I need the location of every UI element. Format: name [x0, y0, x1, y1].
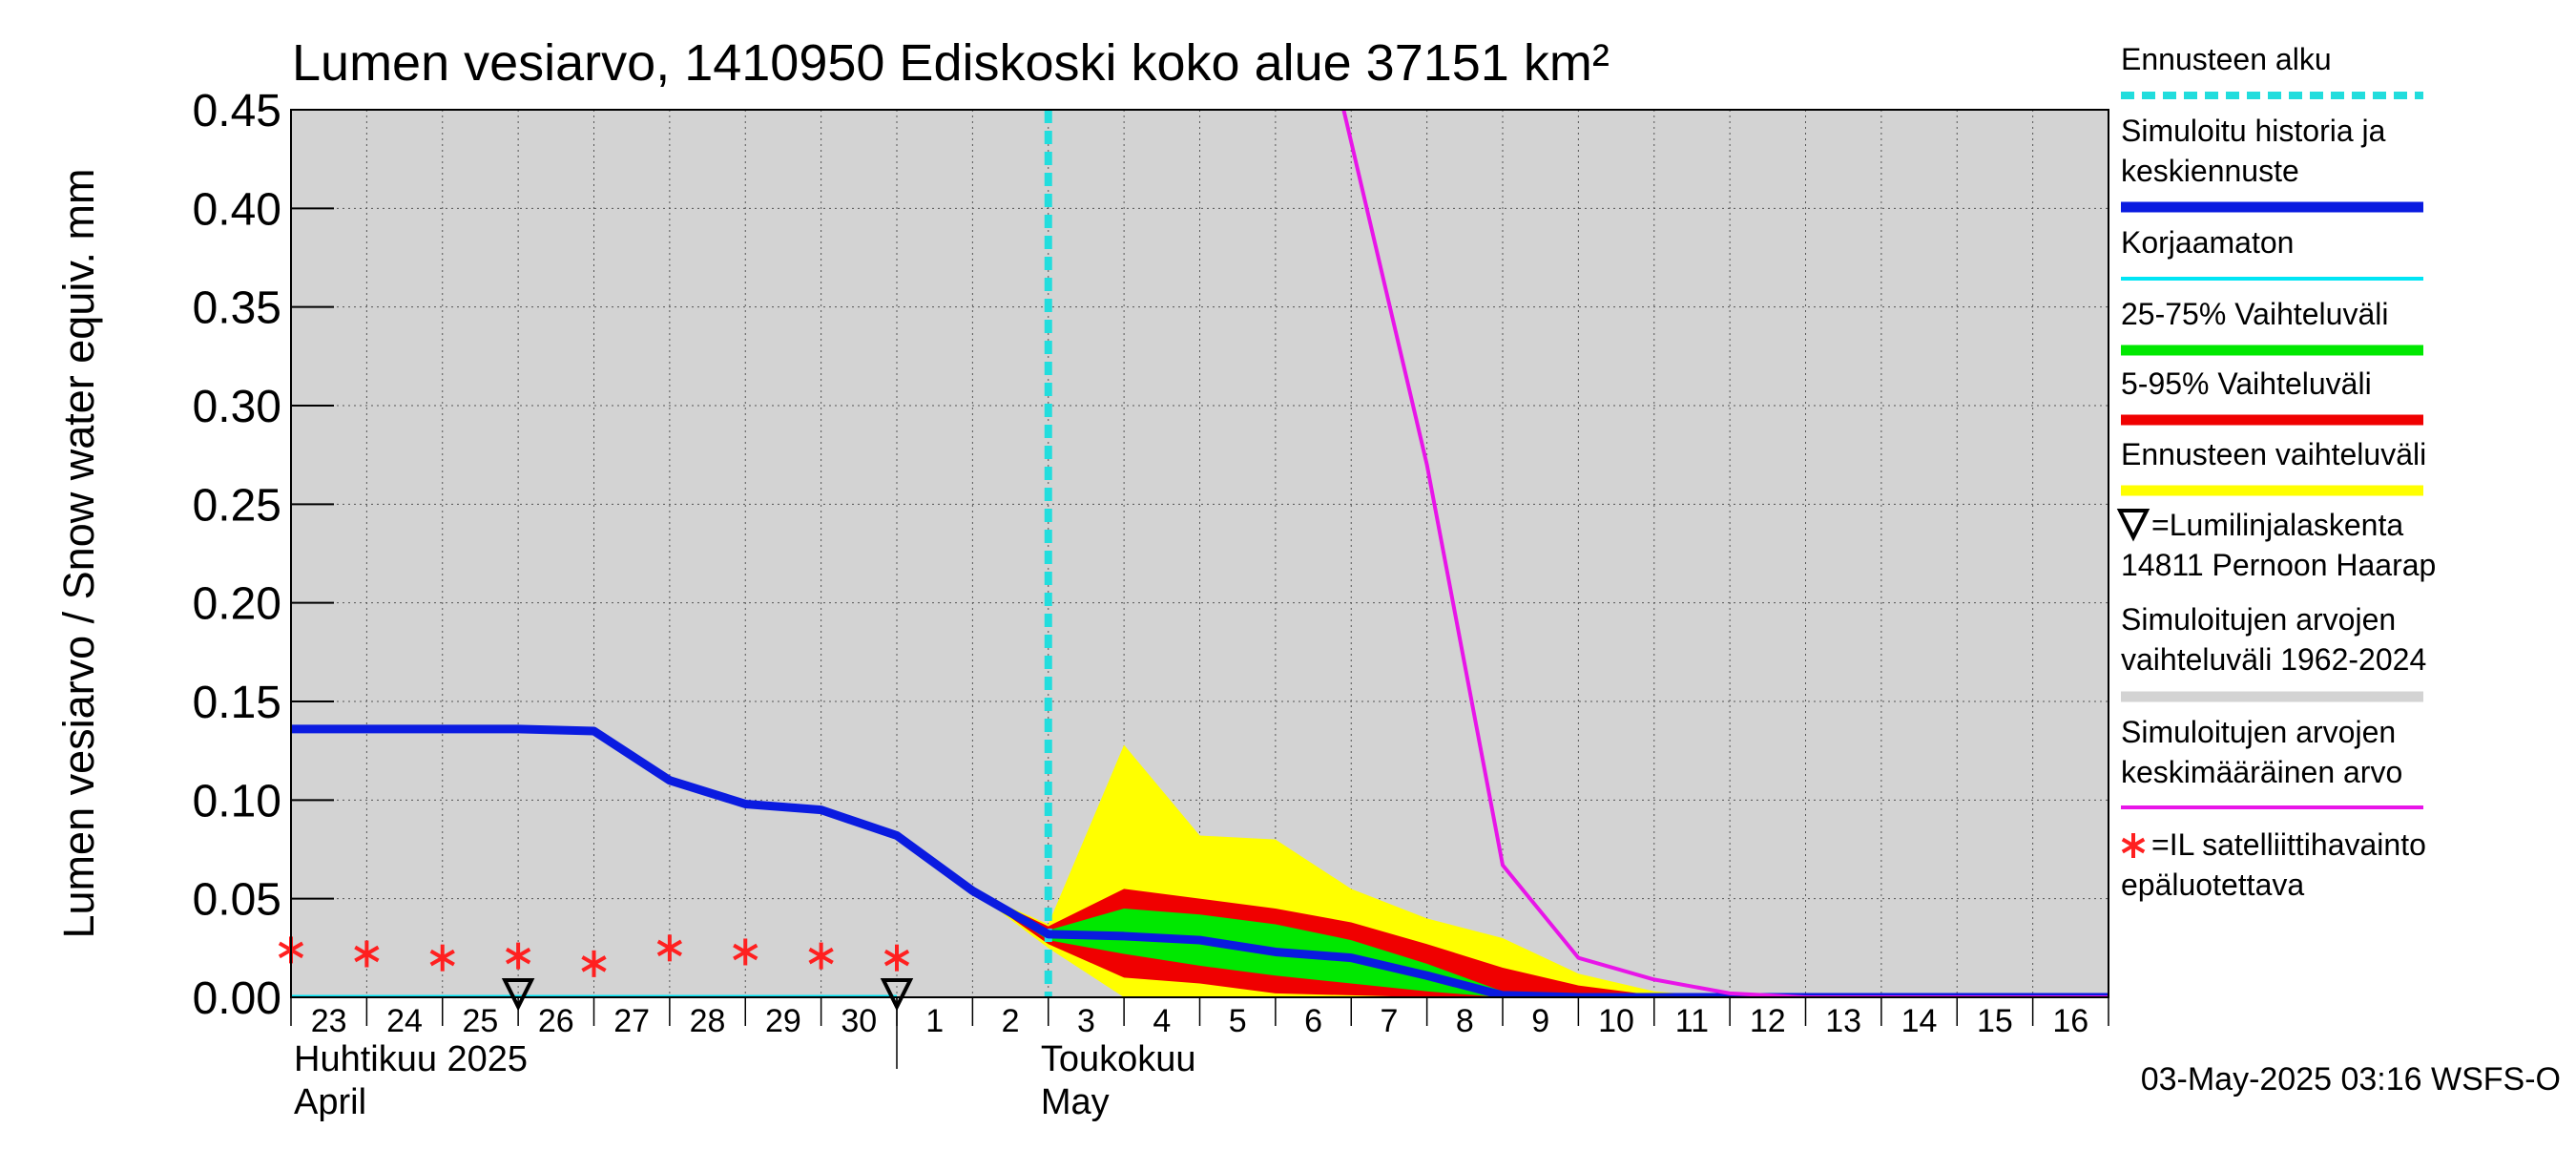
x-tick-label: 10 [1598, 1003, 1634, 1039]
legend-label: vaihteluväli 1962-2024 [2121, 642, 2426, 677]
simulated-series-line [291, 724, 2109, 997]
legend-label: 5-95% Vaihteluväli [2121, 366, 2372, 401]
legend-label: =Lumilinjalaskenta [2151, 508, 2403, 542]
month-label-fi: Huhtikuu 2025 [294, 1039, 528, 1079]
x-tick-label: 2 [1002, 1003, 1020, 1039]
x-tick-label: 16 [2052, 1003, 2088, 1039]
y-tick-label: 0.25 [193, 480, 281, 531]
x-tick-label: 12 [1750, 1003, 1786, 1039]
star-stroke [883, 949, 910, 967]
y-tick-label: 0.20 [193, 579, 281, 630]
satellite-point [656, 934, 682, 962]
x-tick-label: 28 [690, 1003, 726, 1039]
x-tick-label: 13 [1825, 1003, 1861, 1039]
legend-item: Ennusteen vaihteluväli [2121, 437, 2426, 496]
x-tick-label: 8 [1456, 1003, 1474, 1039]
x-tick-label: 29 [765, 1003, 801, 1039]
satellite-point [506, 942, 531, 970]
star-stroke [506, 947, 531, 965]
x-tick-label: 24 [386, 1003, 423, 1039]
y-tick-label: 0.45 [193, 86, 281, 136]
legend-label: Simuloitu historia ja [2121, 114, 2386, 148]
legend-item: 25-75% Vaihteluväli [2121, 297, 2423, 356]
x-tick-label: 3 [1077, 1003, 1095, 1039]
satellite-point [581, 950, 607, 977]
legend-label: Simuloitujen arvojen [2121, 602, 2396, 637]
band-2 [972, 890, 1731, 997]
legend-label: Ennusteen alku [2121, 42, 2332, 76]
snow-course-point [501, 978, 535, 1012]
x-tick-label: 23 [311, 1003, 347, 1039]
legend-item: Ennusteen alku [2121, 42, 2423, 99]
legend-star-icon [2121, 833, 2146, 858]
legend-item: Simuloitujen arvojen keskimääräinen arvo [2121, 715, 2423, 809]
satellite-point [354, 940, 380, 968]
legend-label: 14811 Pernoon Haarap [2121, 548, 2436, 582]
star-stroke [656, 939, 682, 957]
legend-item: 5-95% Vaihteluväli [2121, 366, 2423, 426]
legend: Ennusteen alku Simuloitu historia ja keski… [2116, 42, 2436, 902]
y-tick-label: 0.35 [193, 283, 281, 334]
legend-label: epäluotettava [2121, 868, 2304, 902]
satellite-point [808, 942, 834, 970]
y-tick-label: 0.05 [193, 875, 281, 926]
legend-item: Simuloitu historia ja keskiennuste [2121, 114, 2423, 213]
x-tick-label: 11 [1675, 1003, 1709, 1039]
y-tick-label: 0.40 [193, 184, 281, 235]
star-stroke [354, 945, 380, 963]
y-tick-label: 0.10 [193, 776, 281, 826]
x-tick-label: 25 [463, 1003, 499, 1039]
y-tick-label: 0.30 [193, 382, 281, 432]
x-tick-label: 1 [925, 1003, 944, 1039]
month-label-fi: Toukokuu [1041, 1039, 1196, 1079]
series-layer [291, 110, 2109, 997]
star-stroke [808, 947, 834, 965]
x-tick-label: 27 [613, 1003, 650, 1039]
satellite-point [429, 944, 455, 972]
star-stroke [733, 943, 758, 961]
x-tick-label: 26 [538, 1003, 574, 1039]
legend-triangle-icon [2116, 509, 2150, 542]
legend-label: Korjaamaton [2121, 225, 2294, 260]
legend-label: 25-75% Vaihteluväli [2121, 297, 2388, 331]
x-tick-label: 7 [1380, 1003, 1398, 1039]
axes-layer: 0.00 0.05 0.10 0.15 0.20 0.25 0.30 0.35 0.40 0.45… [193, 86, 2109, 1069]
x-tick-label: 30 [841, 1003, 877, 1039]
y-tick-label: 0.15 [193, 678, 281, 728]
legend-label: Ennusteen vaihteluväli [2121, 437, 2426, 471]
satellite-point [733, 938, 758, 966]
legend-label: keskiennuste [2121, 154, 2299, 188]
chart-title: Lumen vesiarvo, 1410950 Ediskoski koko a… [292, 34, 1610, 92]
x-tick-label: 9 [1531, 1003, 1549, 1039]
snow-course-point [880, 978, 914, 1012]
hist-mean-series-line [1341, 110, 2109, 997]
legend-item: =Lumilinjalaskenta 14811 Pernoon Haarap [2116, 508, 2436, 582]
legend-item: Korjaamaton [2121, 225, 2423, 281]
satellite-point [883, 944, 910, 972]
x-tick-label: 6 [1304, 1003, 1322, 1039]
legend-item: =IL satelliittihavainto epäluotettava [2121, 827, 2426, 902]
month-label-en: April [294, 1082, 366, 1122]
x-tick-label: 5 [1229, 1003, 1247, 1039]
x-tick-label: 4 [1153, 1003, 1171, 1039]
timestamp: 03-May-2025 03:16 WSFS-O [2141, 1061, 2561, 1098]
legend-label: =IL satelliittihavainto [2151, 827, 2426, 862]
x-tick-label: 14 [1901, 1003, 1938, 1039]
star-stroke [581, 955, 607, 972]
star-stroke [429, 949, 455, 967]
x-tick-label: 15 [1977, 1003, 2013, 1039]
legend-label: Simuloitujen arvojen [2121, 715, 2396, 749]
y-axis-label: Lumen vesiarvo / Snow water equiv. mm [54, 169, 103, 939]
legend-label: keskimääräinen arvo [2121, 755, 2402, 789]
star-stroke [2121, 837, 2146, 854]
month-label-en: May [1041, 1082, 1110, 1122]
y-tick-label: 0.00 [193, 973, 281, 1024]
legend-item: Simuloitujen arvojen vaihteluväli 1962-20… [2121, 602, 2426, 702]
